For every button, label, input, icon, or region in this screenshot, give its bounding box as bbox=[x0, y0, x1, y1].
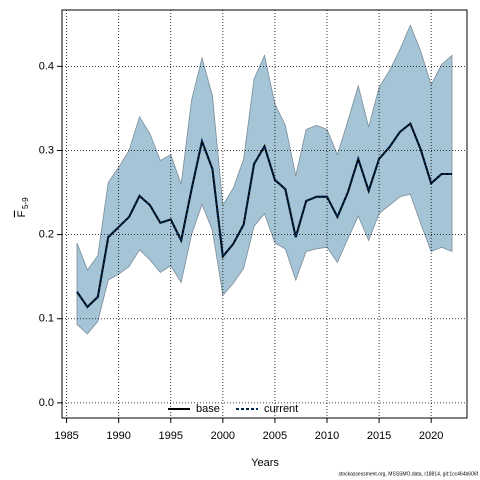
footnote: stockassessment.org, MSSSMO.data, r18814… bbox=[338, 471, 478, 477]
y-axis-symbol: F bbox=[16, 210, 28, 217]
y-tick-label: 0.3 bbox=[39, 144, 54, 156]
plot-frame bbox=[61, 9, 468, 419]
x-axis-label: Years bbox=[251, 457, 279, 469]
x-tick-label: 1995 bbox=[159, 430, 183, 442]
x-tick-label: 1990 bbox=[106, 430, 130, 442]
legend-label: current bbox=[264, 403, 298, 415]
y-axis-label: F 5-9 bbox=[16, 197, 30, 217]
legend-label: base bbox=[196, 403, 220, 415]
x-tick-label: 2015 bbox=[367, 430, 391, 442]
y-axis-subscript: 5-9 bbox=[21, 197, 30, 209]
x-tick-label: 2000 bbox=[211, 430, 235, 442]
series-line bbox=[76, 121, 452, 309]
y-tick-label: 0.2 bbox=[39, 229, 54, 241]
x-tick-label: 1985 bbox=[54, 430, 78, 442]
y-tick-label: 0.0 bbox=[39, 397, 54, 409]
x-tick-label: 2005 bbox=[263, 430, 287, 442]
x-tick-label: 2020 bbox=[419, 430, 443, 442]
y-tick-label: 0.4 bbox=[39, 60, 54, 72]
y-tick-label: 0.1 bbox=[39, 313, 54, 325]
confidence-band bbox=[76, 24, 453, 335]
x-tick-label: 2010 bbox=[315, 430, 339, 442]
